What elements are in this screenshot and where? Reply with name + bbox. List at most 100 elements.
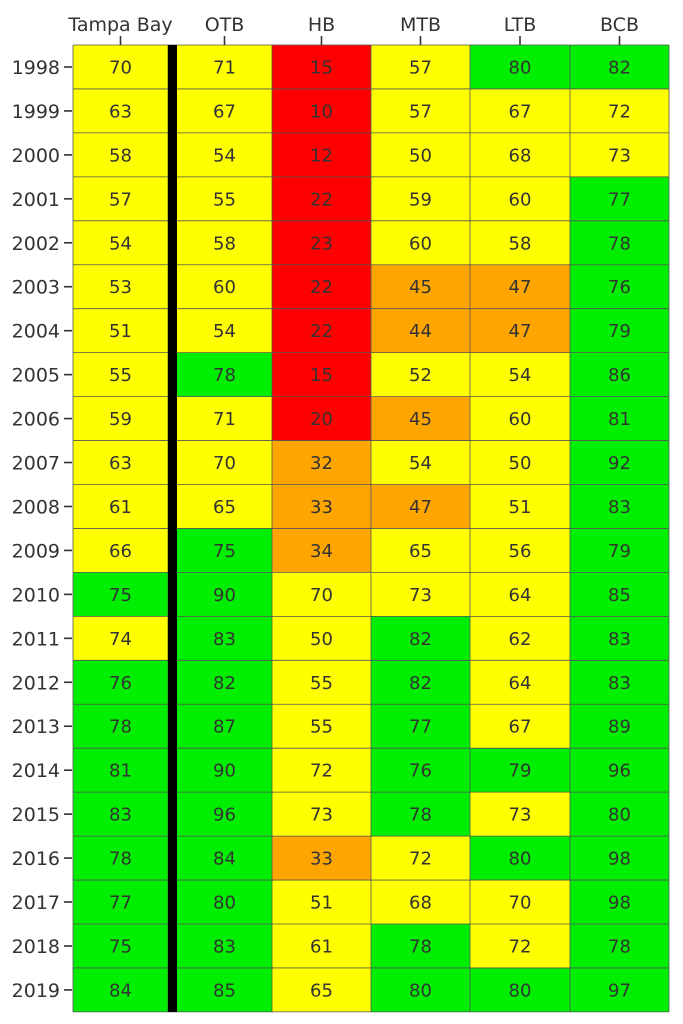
row-label: 2013 — [12, 716, 60, 738]
cell-value-label: 67 — [509, 717, 532, 738]
heatmap-cell — [570, 132, 669, 177]
heatmap-cell — [470, 528, 570, 573]
cell-value-label: 23 — [310, 233, 333, 254]
heatmap-cell — [371, 924, 470, 968]
cell-value-label: 83 — [213, 629, 236, 650]
cell-value-label: 44 — [409, 321, 432, 342]
heatmap-cell — [177, 45, 272, 89]
row-label: 2008 — [12, 496, 60, 518]
heatmap-cell — [470, 792, 570, 837]
heatmap-cell — [272, 396, 371, 441]
row-label: 2004 — [12, 321, 60, 343]
heatmap-cell — [371, 616, 470, 661]
row-label: 2014 — [12, 760, 60, 782]
heatmap-cell — [570, 220, 669, 265]
cell-value-label: 77 — [109, 893, 132, 914]
cell-value-label: 72 — [509, 936, 532, 957]
row-label: 2009 — [12, 540, 60, 562]
heatmap-cell — [371, 967, 470, 1012]
cell-value-label: 55 — [310, 673, 333, 694]
heatmap-cell — [570, 616, 669, 661]
cell-value-label: 96 — [608, 761, 631, 782]
heatmap-cell — [73, 440, 168, 485]
cell-value-label: 81 — [608, 409, 631, 430]
row-label: 1998 — [12, 57, 60, 79]
cell-value-label: 80 — [509, 57, 532, 78]
cell-value-label: 78 — [213, 365, 236, 386]
cell-value-label: 80 — [509, 849, 532, 870]
row-label: 2007 — [12, 453, 60, 475]
cell-value-label: 78 — [608, 936, 631, 957]
cell-value-label: 75 — [213, 541, 236, 562]
heatmap-cell — [570, 572, 669, 617]
cell-value-label: 61 — [310, 936, 333, 957]
cell-value-label: 83 — [608, 629, 631, 650]
cell-value-label: 78 — [109, 717, 132, 738]
heatmap-cell — [371, 704, 470, 749]
cell-value-label: 65 — [310, 980, 333, 1001]
cell-value-label: 58 — [109, 145, 132, 166]
cell-value-label: 57 — [409, 57, 432, 78]
heatmap-cell — [177, 880, 272, 924]
heatmap-cell — [570, 308, 669, 353]
cell-value-label: 70 — [213, 453, 236, 474]
heatmap-cell — [177, 220, 272, 265]
cell-value-label: 52 — [409, 365, 432, 386]
cell-value-label: 75 — [109, 936, 132, 957]
cell-value-label: 73 — [608, 145, 631, 166]
heatmap-cell — [470, 704, 570, 749]
cell-value-label: 54 — [213, 321, 236, 342]
heatmap-cell — [470, 924, 570, 968]
cell-value-label: 78 — [109, 849, 132, 870]
cell-value-label: 59 — [109, 409, 132, 430]
heatmap-cell — [570, 748, 669, 793]
row-label: 2002 — [12, 233, 60, 255]
cell-value-label: 82 — [409, 673, 432, 694]
cell-value-label: 84 — [213, 849, 236, 870]
cell-value-label: 33 — [310, 497, 333, 518]
cell-value-label: 47 — [509, 277, 532, 298]
cell-value-label: 45 — [409, 277, 432, 298]
cell-value-label: 45 — [409, 409, 432, 430]
heatmap-cell — [371, 660, 470, 705]
heatmap-cell — [570, 704, 669, 749]
cell-value-label: 79 — [608, 321, 631, 342]
cell-value-label: 82 — [409, 629, 432, 650]
heatmap-cell — [177, 748, 272, 793]
row-label: 2018 — [12, 936, 60, 958]
cell-value-label: 71 — [213, 57, 236, 78]
row-label: 2016 — [12, 848, 60, 870]
cell-value-label: 79 — [608, 541, 631, 562]
cell-value-label: 80 — [509, 980, 532, 1001]
heatmap-cell — [73, 748, 168, 793]
heatmap-cell — [177, 440, 272, 485]
heatmap-cell — [73, 88, 168, 133]
column-label: BCB — [600, 14, 639, 36]
cell-value-label: 97 — [608, 980, 631, 1001]
cell-value-label: 83 — [608, 497, 631, 518]
cell-value-label: 73 — [509, 805, 532, 826]
heatmap-cell — [371, 88, 470, 133]
cell-value-label: 47 — [409, 497, 432, 518]
heatmap-cell — [177, 572, 272, 617]
heatmap-cell — [272, 484, 371, 529]
heatmap-cell — [371, 132, 470, 177]
cell-value-label: 51 — [109, 321, 132, 342]
cell-value-label: 64 — [509, 585, 532, 606]
heatmap-cell — [371, 45, 470, 89]
cell-value-label: 15 — [310, 57, 333, 78]
cell-value-label: 58 — [509, 233, 532, 254]
cell-value-label: 64 — [509, 673, 532, 694]
row-label: 2001 — [12, 189, 60, 211]
cell-value-label: 56 — [509, 541, 532, 562]
cell-value-label: 33 — [310, 849, 333, 870]
heatmap-cell — [570, 792, 669, 837]
cell-value-label: 15 — [310, 365, 333, 386]
cell-value-label: 79 — [509, 761, 532, 782]
heatmap-cell — [73, 308, 168, 353]
column-label: Tampa Bay — [67, 14, 172, 36]
heatmap-cell — [73, 484, 168, 529]
cell-value-label: 10 — [310, 101, 333, 122]
heatmap-cell — [371, 792, 470, 837]
cell-value-label: 78 — [608, 233, 631, 254]
